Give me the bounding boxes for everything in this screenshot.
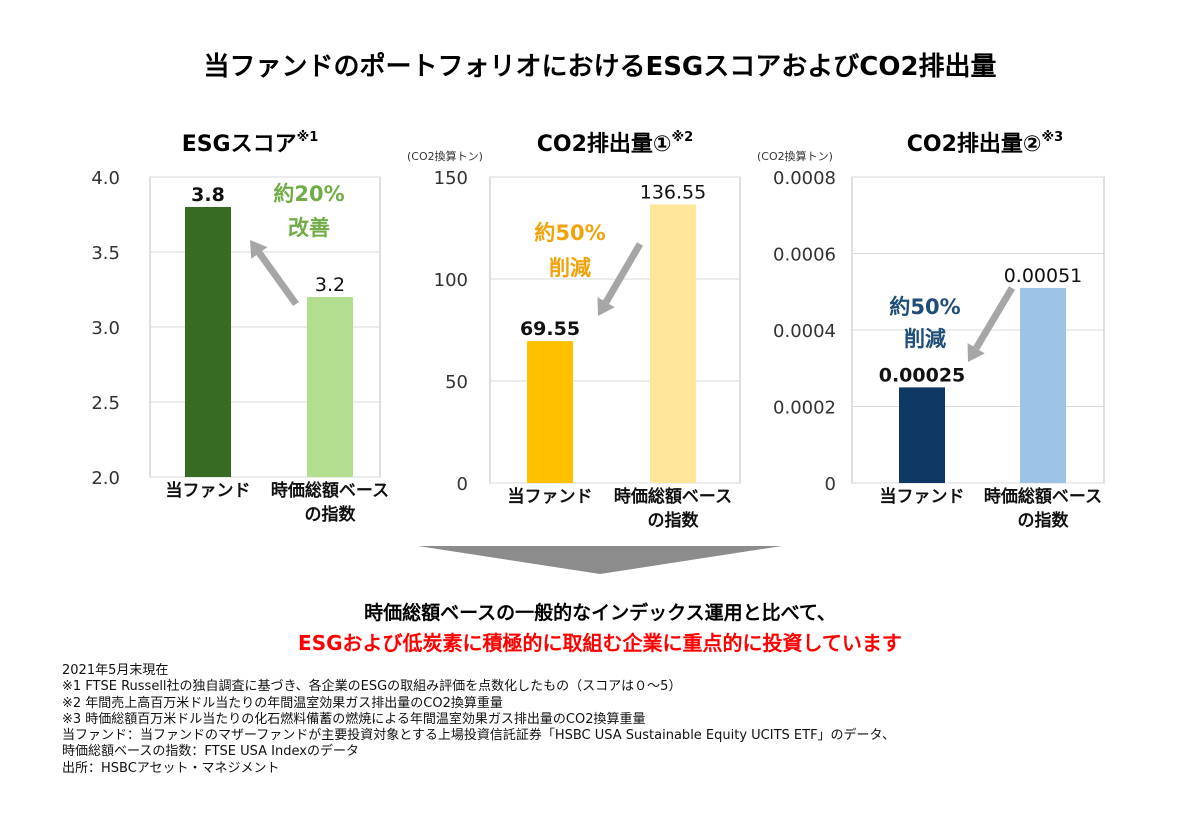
trend-arrow: [256, 250, 299, 307]
chart-title-esg: ESGスコア※1: [150, 126, 350, 158]
bar: [527, 341, 573, 483]
co2-emission-2-chart: 0 0.0002 0.0004 0.0006 0.0008 0.00025 当ファンド 0.0…: [773, 168, 1105, 531]
annotation-label: 約20%: [273, 182, 344, 206]
chart-title-note: ※1: [296, 130, 319, 145]
footnote-line: ※2 年間売上高百万米ドル当たりの年間温室効果ガス排出量のCO2換算重量: [62, 695, 503, 711]
annotation-label: 削減: [904, 327, 946, 351]
annotation-label: 削減: [549, 256, 591, 280]
x-tick-label: 当ファンド: [508, 486, 593, 507]
footnote-line: ※3 時価総額百万米ドル当たりの化石燃料備蓄の燃焼による年間温室効果ガス排出量の…: [62, 711, 646, 727]
data-label: 3.8: [191, 184, 225, 206]
trend-arrow: [973, 286, 1016, 351]
footnote-line: 出所：HSBCアセット・マネジメント: [62, 760, 280, 776]
chart-title-note: ※2: [671, 130, 694, 145]
data-label: 0.00025: [879, 364, 966, 386]
x-tick-label: 時価総額ベース: [984, 486, 1102, 507]
y-tick-label: 0: [457, 474, 468, 495]
co2-emission-1-chart: 0 50 100 150 69.55 当ファンド 136.55 時価総額ベースの指数 約50% 削…: [434, 168, 741, 531]
chart-title-text: ESGスコア: [181, 132, 297, 157]
footnote-line: 時価総額ベースの指数：FTSE USA Indexのデータ: [62, 744, 359, 760]
footnotes: 2021年5月末現在 ※1 FTSE Russell社の独自調査に基づき、各企業の…: [62, 663, 895, 777]
banner-line-2: ESGおよび低炭素に積極的に取組む企業に重点的に投資しています: [298, 631, 902, 655]
x-tick-label: 時価総額ベース: [614, 486, 732, 507]
chart-title-co2-2: CO2排出量②※3: [875, 126, 1095, 158]
y-tick-label: 3.0: [91, 318, 120, 339]
chart-title-text: CO2排出量②: [906, 132, 1042, 157]
arrow-head-icon: [250, 240, 268, 259]
bar: [899, 387, 945, 483]
arrow-head-icon: [967, 343, 985, 362]
annotation-label: 約50%: [889, 295, 960, 319]
x-tick-label: 時価総額ベース: [271, 480, 389, 501]
data-label: 136.55: [640, 181, 706, 203]
x-tick-label: の指数: [1018, 510, 1070, 531]
footnote-line: 2021年5月末現在: [62, 663, 169, 678]
y-tick-label: 2.0: [91, 468, 120, 489]
unit-label-co2-2: (CO2換算トン): [757, 150, 833, 163]
annotation-label: 改善: [288, 216, 330, 240]
main-title: 当ファンドのポートフォリオにおけるESGスコアおよびCO2排出量: [203, 52, 997, 82]
trend-arrow: [603, 242, 644, 304]
footnote-line: 当ファンド：当ファンドのマザーファンドが主要投資対象とする上場投資信託証券「HS…: [62, 728, 896, 744]
down-triangle-icon: [418, 546, 782, 574]
y-tick-label: 0.0002: [773, 398, 836, 419]
y-tick-label: 0: [825, 474, 836, 495]
bar: [1020, 287, 1066, 483]
chart-title-co2-1: CO2排出量①※2: [505, 126, 725, 158]
banner-line-1: 時価総額ベースの一般的なインデックス運用と比べて、: [364, 602, 836, 624]
chart-title-note: ※3: [1041, 130, 1064, 145]
y-tick-label: 50: [445, 372, 468, 393]
y-tick-label: 0.0008: [773, 168, 836, 189]
esg-score-chart: 2.0 2.5 3.0 3.5 4.0 3.8 当ファンド 3.2 時価総額ベースの指数 約20%…: [91, 168, 389, 525]
bar: [650, 204, 696, 484]
annotation-label: 約50%: [534, 221, 605, 245]
footnote-line: ※1 FTSE Russell社の独自調査に基づき、各企業のESGの取組み評価を…: [62, 679, 682, 695]
data-label: 0.00051: [1004, 265, 1083, 287]
y-tick-label: 150: [434, 168, 468, 189]
chart-title-text: CO2排出量①: [536, 132, 672, 157]
data-label: 69.55: [520, 318, 580, 340]
data-label: 3.2: [315, 274, 345, 296]
arrow-head-icon: [597, 297, 615, 316]
y-tick-label: 2.5: [91, 393, 120, 414]
y-tick-label: 4.0: [91, 168, 120, 189]
x-tick-label: 当ファンド: [880, 486, 965, 507]
bar: [307, 297, 353, 477]
x-tick-label: 当ファンド: [166, 480, 251, 501]
y-tick-label: 100: [434, 270, 468, 291]
x-tick-label: の指数: [305, 504, 357, 525]
y-tick-label: 3.5: [91, 243, 120, 264]
down-arrow-banner: [418, 546, 782, 574]
unit-label-co2-1: (CO2換算トン): [407, 150, 483, 163]
x-tick-label: の指数: [648, 510, 700, 531]
bar: [185, 207, 231, 477]
y-tick-label: 0.0006: [773, 245, 836, 266]
y-tick-label: 0.0004: [773, 321, 836, 342]
